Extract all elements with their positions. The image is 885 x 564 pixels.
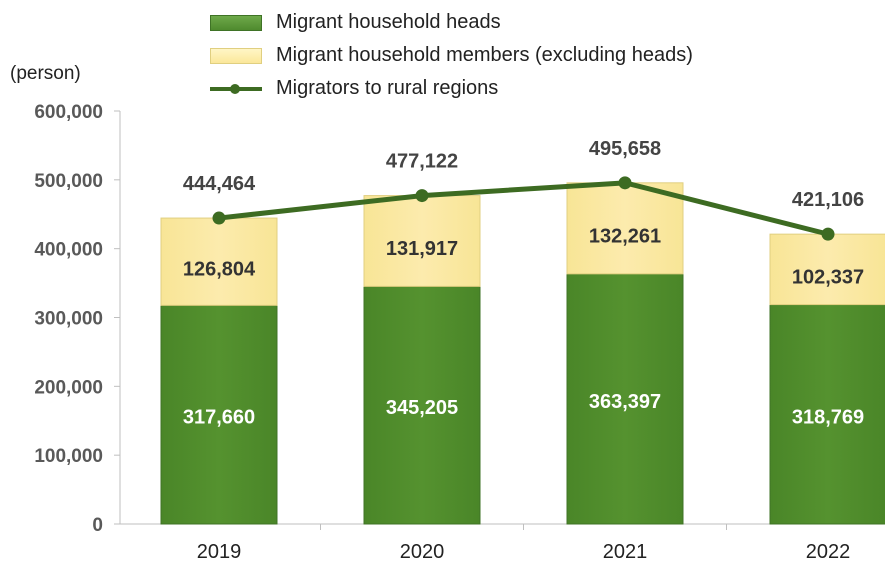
data-label-total: 477,122 <box>386 151 458 173</box>
data-label-total: 444,464 <box>183 173 256 195</box>
y-tick-label: 300,000 <box>34 309 103 330</box>
legend-swatch-heads <box>210 14 262 31</box>
legend-label-heads: Migrant household heads <box>276 11 501 33</box>
legend-item-total: Migrators to rural regions <box>210 72 693 105</box>
y-tick-label: 200,000 <box>34 377 103 398</box>
bar-members <box>769 233 885 306</box>
total-line-marker <box>212 211 226 225</box>
data-label-total: 495,658 <box>589 138 661 160</box>
chart-legend: Migrant household heads Migrant househol… <box>210 6 693 105</box>
legend-item-members: Migrant household members (excluding hea… <box>210 39 693 72</box>
y-tick-label: 400,000 <box>34 240 103 261</box>
data-label-heads: 317,660 <box>183 407 255 429</box>
legend-swatch-total <box>210 81 262 97</box>
bar-members <box>363 195 481 287</box>
data-label-members: 102,337 <box>792 266 864 288</box>
y-tick-label: 600,000 <box>34 102 103 123</box>
total-line <box>218 180 829 237</box>
bar-members <box>566 182 684 275</box>
y-tick-label: 500,000 <box>34 171 103 192</box>
data-label-heads: 363,397 <box>589 391 661 413</box>
legend-label-members: Migrant household members (excluding hea… <box>276 44 693 66</box>
data-label-members: 126,804 <box>183 259 256 281</box>
y-tick-label: 0 <box>92 515 103 536</box>
y-tick-label: 100,000 <box>34 446 103 467</box>
data-label-members: 132,261 <box>589 225 661 247</box>
bar-heads <box>363 285 481 525</box>
data-label-total: 421,106 <box>792 189 864 211</box>
x-tick-label: 2021 <box>603 541 648 563</box>
x-tick-label: 2022 <box>806 541 851 563</box>
data-label-heads: 318,769 <box>792 406 864 428</box>
legend-item-heads: Migrant household heads <box>210 6 693 39</box>
legend-label-total: Migrators to rural regions <box>276 77 499 99</box>
total-line-marker <box>618 176 632 190</box>
legend-swatch-members <box>210 47 262 64</box>
y-axis-unit-label: (person) <box>10 63 81 84</box>
data-label-members: 131,917 <box>386 238 458 260</box>
data-label-heads: 345,205 <box>386 397 458 419</box>
bar-heads <box>769 304 885 525</box>
x-tick-label: 2020 <box>400 541 445 563</box>
total-line-marker <box>415 189 429 203</box>
total-line-marker <box>821 227 835 241</box>
bar-heads <box>566 273 684 525</box>
x-tick-label: 2019 <box>197 541 242 563</box>
